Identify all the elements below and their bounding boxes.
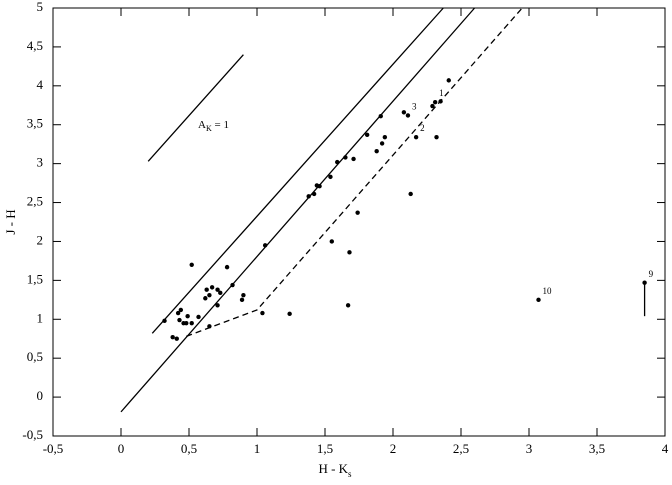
y-tick-label: 1: [37, 310, 44, 325]
y-tick-label: 5: [37, 0, 44, 14]
data-point: [355, 210, 360, 215]
data-point: [536, 297, 541, 303]
annotation-sub: K: [206, 124, 212, 133]
x-tick-label: 2,5: [453, 441, 469, 456]
data-point: [177, 317, 182, 323]
x-tick-label: 1,5: [317, 441, 333, 456]
point-label: 2: [420, 123, 425, 133]
data-point: [345, 303, 351, 308]
data-point: [446, 78, 451, 83]
data-point: [351, 156, 356, 162]
data-point: [241, 292, 246, 298]
x-tick-label: 3: [526, 441, 533, 456]
x-axis-label: H - Ks: [318, 461, 352, 479]
data-point: [408, 191, 413, 197]
data-point: [405, 113, 411, 118]
data-point: [204, 287, 209, 292]
data-point: [401, 110, 407, 115]
data-point: [317, 184, 322, 189]
data-point: [382, 134, 388, 140]
data-point: [175, 310, 181, 316]
data-point: [430, 103, 435, 109]
data-point: [379, 141, 385, 146]
y-tick-label: 3,5: [27, 116, 43, 131]
x-tick-label: 2: [390, 441, 397, 456]
annotation: AK = 1: [198, 119, 229, 133]
x-tick-label: 3,5: [589, 441, 605, 456]
y-tick-label: 4,5: [27, 38, 43, 53]
data-point: [328, 174, 333, 180]
y-tick-label: 3: [37, 155, 44, 170]
data-point: [196, 314, 201, 320]
data-point: [260, 310, 265, 316]
data-point: [311, 191, 317, 197]
data-point: [207, 292, 212, 298]
x-tick-label: 0: [118, 441, 125, 456]
annotation-main: A: [198, 119, 206, 131]
y-axis-label: J - H: [3, 209, 18, 234]
data-point: [364, 132, 370, 138]
data-point: [262, 243, 268, 248]
data-point: [185, 313, 190, 319]
data-point: [347, 250, 352, 255]
y-tick-label: 2,5: [27, 194, 43, 209]
data-point: [642, 280, 647, 285]
data-point: [230, 282, 235, 288]
data-point: [413, 134, 419, 140]
locus-line: [151, 7, 444, 334]
data-point: [189, 262, 194, 267]
data-point: [224, 264, 230, 270]
data-point: [215, 287, 220, 292]
data-point: [335, 159, 340, 165]
annotation-rest: = 1: [212, 119, 229, 131]
x-axis-label-main: H - K: [318, 461, 348, 476]
y-tick-label: 1,5: [27, 271, 43, 286]
y-tick-label: 0: [37, 388, 44, 403]
x-tick-label: 4: [662, 441, 669, 456]
data-point: [174, 336, 179, 341]
y-tick-label: 2: [37, 232, 44, 247]
data-point: [218, 290, 223, 296]
data-point: [329, 239, 334, 244]
point-label: 9: [649, 269, 654, 279]
y-tick-label: 0,5: [27, 349, 43, 364]
plot-frame: [52, 7, 666, 437]
data-point: [432, 99, 438, 105]
x-axis-label-sub: s: [348, 469, 352, 479]
point-label: 10: [543, 286, 553, 296]
data-point: [438, 99, 443, 104]
data-point: [287, 311, 292, 317]
data-point: [189, 320, 194, 326]
x-tick-label: -0,5: [43, 441, 64, 456]
locus-line: [147, 54, 244, 162]
locus-line: [120, 7, 476, 413]
data-point: [203, 296, 208, 301]
data-point: [215, 303, 220, 308]
data-point: [207, 324, 212, 329]
data-point: [343, 155, 348, 160]
x-tick-label: 1: [254, 441, 261, 456]
x-tick-label: 0,5: [181, 441, 197, 456]
point-label: 1: [439, 88, 444, 98]
data-point: [374, 148, 379, 154]
data-point: [178, 307, 184, 313]
data-point: [184, 320, 189, 326]
data-point: [239, 297, 245, 303]
data-point: [162, 318, 167, 324]
data-point: [209, 285, 215, 290]
locus-line: [186, 7, 523, 338]
data-point: [306, 194, 311, 199]
point-label: 3: [412, 101, 417, 111]
y-tick-label: 4: [37, 77, 44, 92]
data-point: [434, 134, 439, 140]
data-point: [170, 334, 175, 340]
y-tick-label: -0,5: [22, 427, 43, 442]
data-point: [378, 113, 383, 119]
